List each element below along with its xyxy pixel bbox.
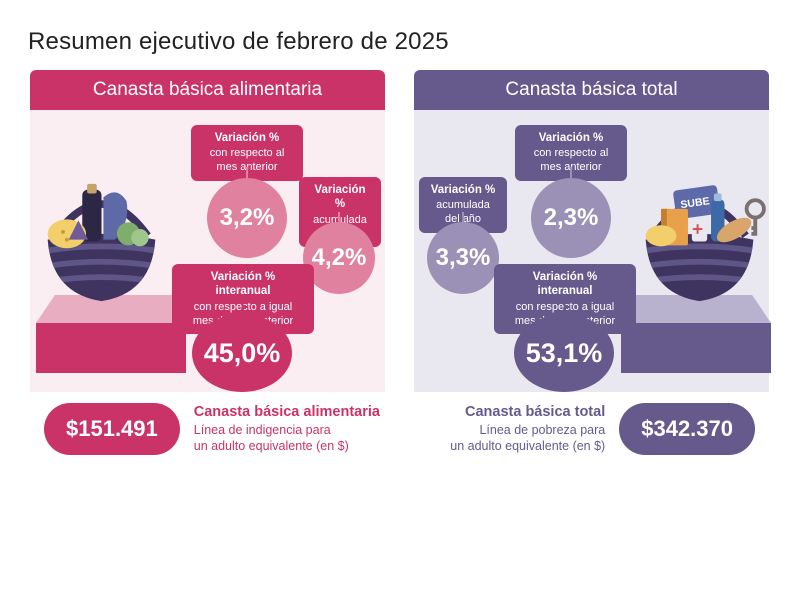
label-ytd-left-bold: Variación %	[309, 183, 371, 212]
panel-total: Canasta básica total SUBE	[414, 70, 769, 466]
footer-desc-right: Línea de pobreza paraun adulto equivalen…	[450, 423, 605, 453]
panel-alimentaria: Canasta básica alimentaria	[30, 70, 385, 466]
bubble-yoy-left-value: 45,0%	[204, 338, 281, 369]
panel-alimentaria-header: Canasta básica alimentaria	[30, 70, 385, 110]
bubble-ytd-left-value: 4,2%	[312, 244, 367, 272]
footer-name-right: Canasta básica total	[450, 403, 605, 421]
bubble-monthly-right-value: 2,3%	[544, 204, 599, 232]
label-monthly-left-bold: Variación %	[201, 131, 293, 145]
footer-right: $342.370 Canasta básica total Línea de p…	[414, 392, 769, 466]
footer-name-left: Canasta básica alimentaria	[194, 403, 380, 421]
label-yoy-left-bold: Variación % interanual	[182, 270, 304, 299]
bubble-ytd-right-value: 3,3%	[436, 244, 491, 272]
bubble-ytd-right: 3,3%	[427, 222, 499, 294]
footer-left: $151.491 Canasta básica alimentaria Líne…	[30, 392, 385, 466]
page-title: Resumen ejecutivo de febrero de 2025	[28, 28, 449, 56]
bubble-monthly-left-value: 3,2%	[220, 204, 275, 232]
bubble-monthly-left: 3,2%	[207, 178, 287, 258]
platform-left	[36, 295, 186, 373]
label-monthly-right-bold: Variación %	[525, 131, 617, 145]
footer-text-left: Canasta básica alimentaria Línea de indi…	[194, 403, 380, 454]
label-yoy-right-bold: Variación % interanual	[504, 270, 626, 299]
label-ytd-right-bold: Variación %	[429, 183, 497, 197]
footer-desc-left: Línea de indigencia paraun adulto equiva…	[194, 423, 349, 453]
bubble-yoy-right: 53,1%	[514, 314, 614, 392]
bubble-yoy-right-value: 53,1%	[526, 338, 603, 369]
basket-food-icon	[34, 180, 169, 305]
price-left: $151.491	[44, 403, 180, 455]
bubble-monthly-right: 2,3%	[531, 178, 611, 258]
price-right: $342.370	[619, 403, 755, 455]
basket-goods-icon: SUBE	[632, 180, 767, 305]
footer-text-right: Canasta básica total Línea de pobreza pa…	[450, 403, 605, 454]
panel-total-header: Canasta básica total	[414, 70, 769, 110]
bubble-yoy-left: 45,0%	[192, 314, 292, 392]
platform-right	[621, 295, 771, 373]
